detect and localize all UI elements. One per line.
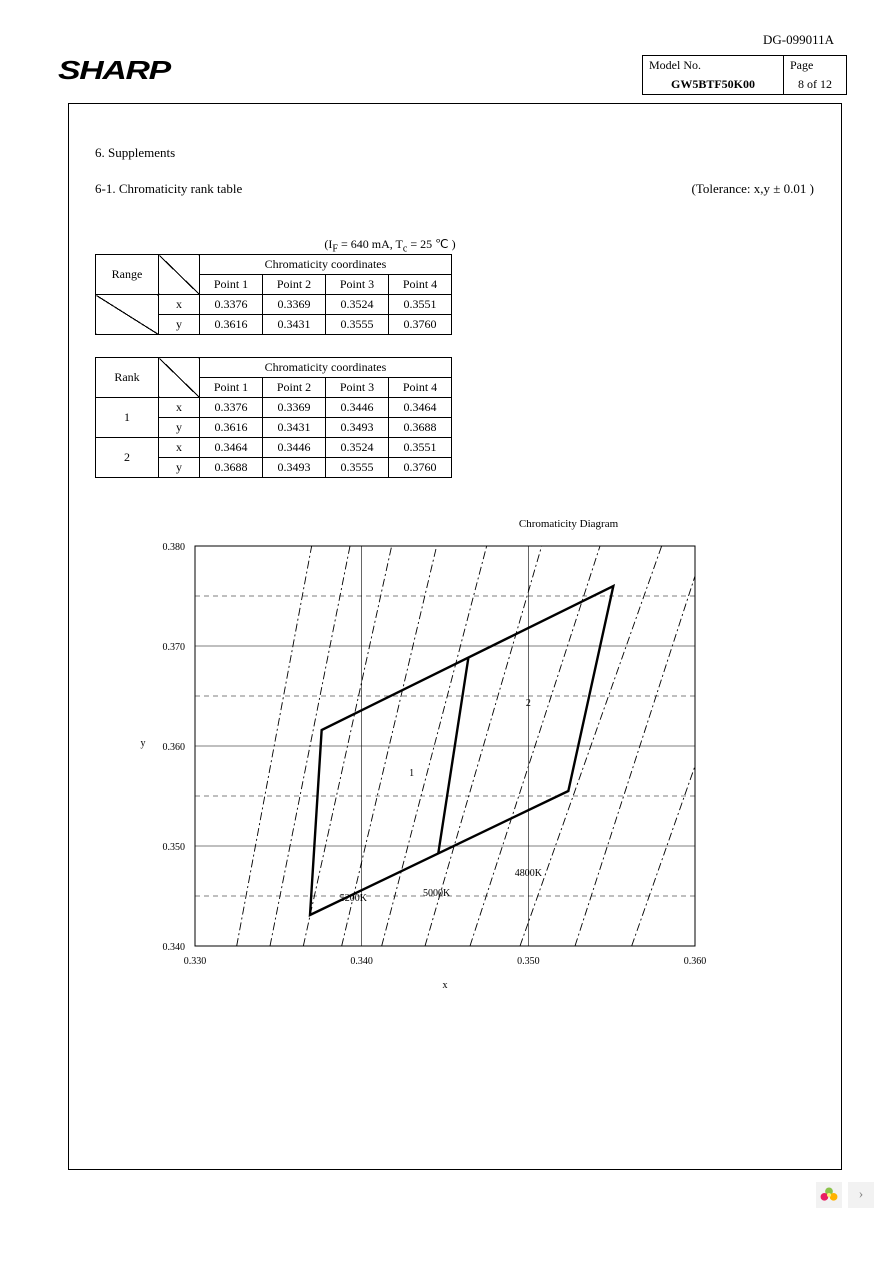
svg-text:0.340: 0.340 (163, 942, 186, 953)
section-title: 6. Supplements (95, 145, 822, 161)
condition-line: (IF = 640 mA, Tc = 25 ℃ ) (205, 237, 575, 254)
header-box: Model No. GW5BTF50K00 Page 8 of 12 (642, 55, 847, 95)
svg-text:x: x (443, 980, 448, 991)
tolerance-note: (Tolerance: x,y ± 0.01 ) (692, 181, 814, 197)
rank-table: RankChromaticity coordinatesPoint 1Point… (95, 357, 452, 478)
svg-text:0.380: 0.380 (163, 542, 186, 553)
model-label: Model No. (643, 56, 783, 75)
svg-text:2: 2 (526, 698, 531, 709)
svg-text:0.340: 0.340 (350, 956, 373, 967)
chromaticity-chart: 1 2 5200K 5000K 4800K 0.330 0.340 0.350 0.360 0.3… (125, 536, 715, 996)
svg-text:0.330: 0.330 (184, 956, 207, 967)
section-subtitle: 6-1. Chromaticity rank table (95, 181, 242, 197)
range-table: RangeChromaticity coordinatesPoint 1Poin… (95, 254, 452, 335)
svg-text:0.350: 0.350 (517, 956, 540, 967)
chart-title: Chromaticity Diagram (315, 518, 822, 530)
sharp-logo: SHARP (58, 55, 170, 86)
svg-text:0.370: 0.370 (163, 642, 186, 653)
svg-text:5200K: 5200K (340, 893, 368, 904)
svg-text:5000K: 5000K (423, 888, 451, 899)
svg-text:y: y (141, 738, 146, 749)
svg-text:1: 1 (409, 768, 414, 779)
chevron-right-icon: › (859, 1187, 864, 1203)
doc-code: DG-099011A (763, 32, 834, 48)
svg-text:0.350: 0.350 (163, 842, 186, 853)
logo-badge-icon[interactable] (816, 1182, 842, 1208)
svg-text:4800K: 4800K (515, 868, 543, 879)
page-label: Page (784, 56, 846, 75)
svg-text:0.360: 0.360 (163, 742, 186, 753)
model-value: GW5BTF50K00 (643, 75, 783, 94)
page-value: 8 of 12 (784, 75, 846, 94)
next-page-button[interactable]: › (848, 1182, 874, 1208)
svg-text:0.360: 0.360 (684, 956, 707, 967)
